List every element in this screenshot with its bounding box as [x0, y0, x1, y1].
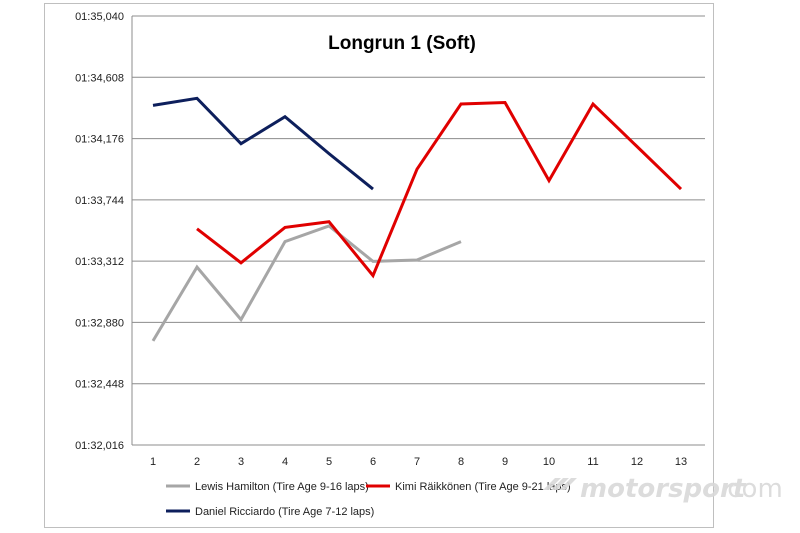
legend: Lewis Hamilton (Tire Age 9-16 laps) Kimi …: [166, 481, 571, 518]
watermark: motorsport .com: [543, 474, 783, 504]
y-tick-label: 01:33,312: [75, 256, 124, 268]
motorsport-flag-icon: [543, 478, 577, 490]
y-tick-label: 01:33,744: [75, 195, 124, 207]
x-tick-label: 1: [150, 456, 156, 468]
x-tick-label: 4: [282, 456, 288, 468]
series-line-2: [196, 100, 683, 279]
x-tick-labels: 1 2 3 4 5 6 7 8 9 10 11 12 13: [150, 456, 687, 468]
x-tick-label: 11: [587, 456, 598, 468]
chart-frame: [44, 3, 714, 528]
y-tick-label: 01:35,040: [75, 11, 124, 23]
x-tick-label: 6: [370, 456, 376, 468]
x-tick-label: 10: [543, 456, 555, 468]
x-tick-label: 9: [502, 456, 508, 468]
chart-title: Longrun 1 (Soft): [328, 33, 476, 54]
y-tick-label: 01:34,608: [75, 72, 124, 84]
x-tick-label: 3: [238, 456, 244, 468]
watermark-suffix: .com: [719, 474, 783, 504]
series-lines: [151, 96, 683, 342]
legend-label: Lewis Hamilton (Tire Age 9-16 laps): [195, 481, 369, 493]
x-tick-label: 7: [414, 456, 420, 468]
legend-label: Daniel Ricciardo (Tire Age 7-12 laps): [195, 506, 374, 518]
legend-label: Kimi Räikkönen (Tire Age 9-21 laps): [395, 481, 571, 493]
y-tick-label: 01:34,176: [75, 134, 124, 146]
gridlines: [132, 15, 705, 446]
x-tick-label: 5: [326, 456, 332, 468]
series-line-3: [152, 96, 374, 191]
x-tick-label: 13: [675, 456, 687, 468]
x-tick-label: 2: [194, 456, 200, 468]
series-line-1: [151, 224, 462, 342]
y-tick-label: 01:32,880: [75, 317, 124, 329]
y-tick-label: 01:32,448: [75, 379, 124, 391]
y-tick-labels: 01:32,016 01:32,448 01:32,880 01:33,312 01:3…: [75, 11, 124, 452]
x-tick-label: 12: [631, 456, 643, 468]
x-tick-label: 8: [458, 456, 464, 468]
y-tick-label: 01:32,016: [75, 440, 124, 452]
watermark-brand: motorsport: [580, 474, 747, 504]
